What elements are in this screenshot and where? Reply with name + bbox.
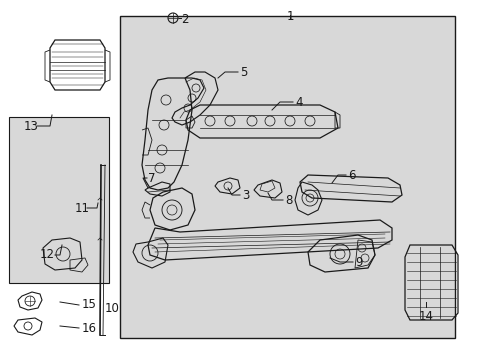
Text: 10: 10: [104, 302, 119, 315]
Text: 4: 4: [294, 95, 302, 108]
Text: 3: 3: [242, 189, 249, 202]
Text: 16: 16: [82, 321, 97, 334]
Text: 12: 12: [40, 248, 55, 261]
Text: 14: 14: [418, 310, 433, 323]
Text: 15: 15: [82, 298, 97, 311]
Text: 9: 9: [354, 256, 362, 269]
Text: 2: 2: [181, 13, 188, 26]
Bar: [9, 117, 109, 283]
Text: 6: 6: [347, 168, 355, 181]
Text: 11: 11: [75, 202, 90, 215]
Bar: [120, 16, 454, 338]
Text: 13: 13: [24, 120, 39, 132]
Text: 8: 8: [285, 194, 292, 207]
Text: 5: 5: [240, 66, 247, 78]
Text: 1: 1: [285, 10, 293, 23]
Text: 7: 7: [148, 171, 155, 185]
